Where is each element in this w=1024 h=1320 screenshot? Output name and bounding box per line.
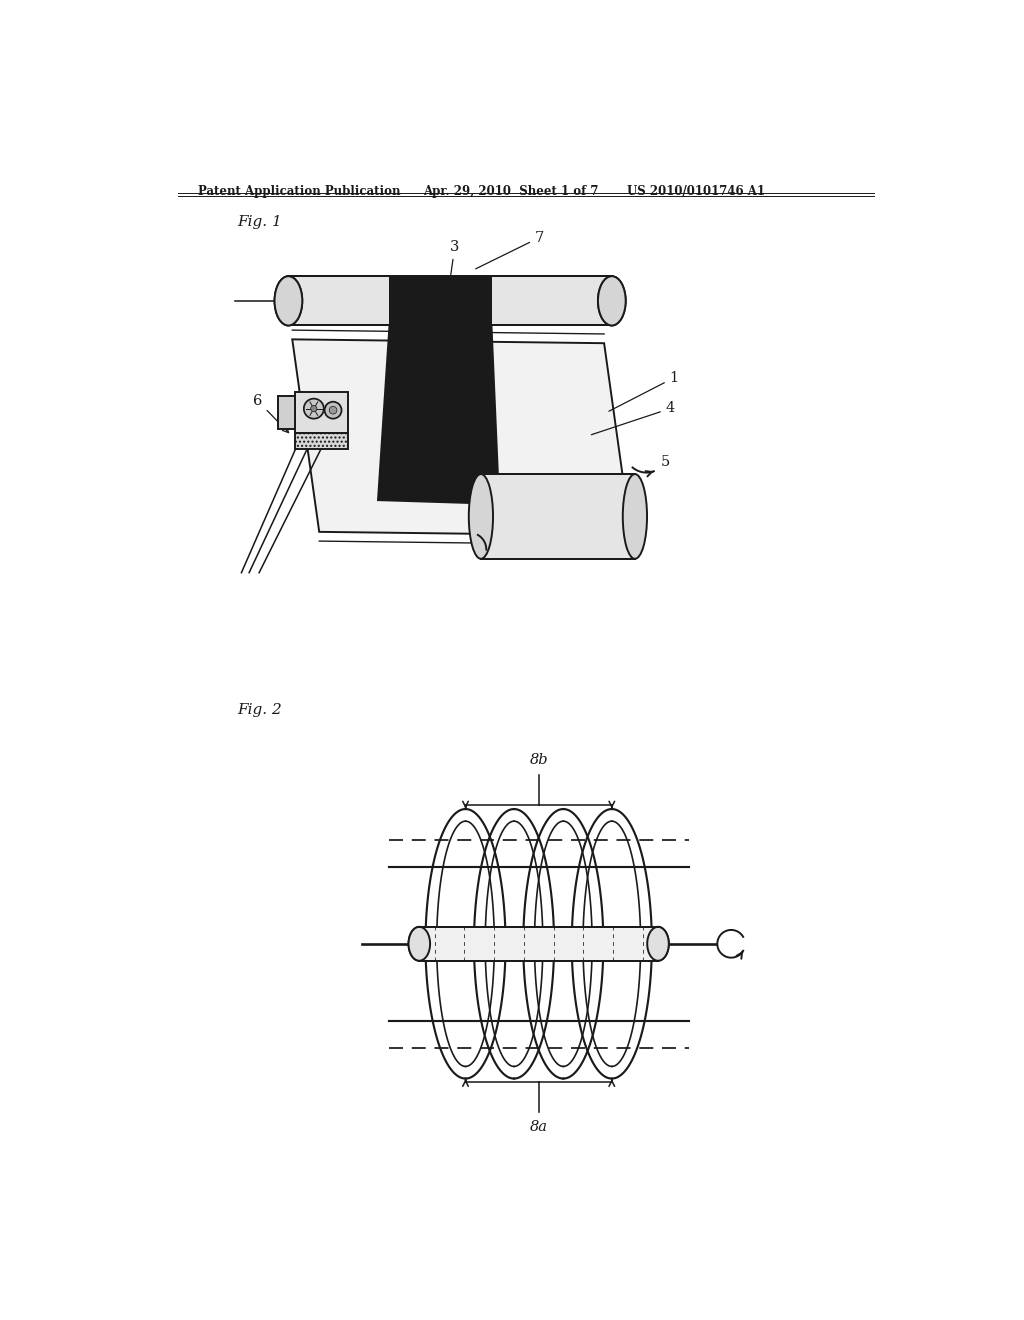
Ellipse shape xyxy=(647,927,669,961)
Text: Fig. 2: Fig. 2 xyxy=(237,702,282,717)
Ellipse shape xyxy=(274,276,302,326)
Ellipse shape xyxy=(469,474,493,558)
Ellipse shape xyxy=(598,276,626,326)
Ellipse shape xyxy=(409,927,430,961)
Text: 8b: 8b xyxy=(529,754,548,767)
Ellipse shape xyxy=(598,276,626,326)
Polygon shape xyxy=(292,339,631,536)
Polygon shape xyxy=(377,326,500,506)
Circle shape xyxy=(304,399,324,418)
Text: Fig. 1: Fig. 1 xyxy=(237,215,282,228)
Ellipse shape xyxy=(274,276,302,326)
Circle shape xyxy=(330,407,337,414)
Ellipse shape xyxy=(623,474,647,558)
Text: 2: 2 xyxy=(618,548,628,562)
Polygon shape xyxy=(419,927,658,961)
Text: 4: 4 xyxy=(591,401,675,434)
Polygon shape xyxy=(295,433,348,449)
Ellipse shape xyxy=(409,927,430,961)
Text: Apr. 29, 2010  Sheet 1 of 7: Apr. 29, 2010 Sheet 1 of 7 xyxy=(423,185,599,198)
Polygon shape xyxy=(279,396,295,429)
Polygon shape xyxy=(419,927,658,961)
Text: 5: 5 xyxy=(662,455,671,470)
Text: Patent Application Publication: Patent Application Publication xyxy=(199,185,400,198)
Circle shape xyxy=(310,405,316,412)
Text: 6: 6 xyxy=(253,393,289,433)
Text: 7: 7 xyxy=(476,231,544,269)
Text: 3: 3 xyxy=(451,240,460,276)
Polygon shape xyxy=(481,474,635,558)
Circle shape xyxy=(325,401,342,418)
FancyBboxPatch shape xyxy=(295,392,348,433)
Text: 8a: 8a xyxy=(529,1121,548,1134)
Text: 1: 1 xyxy=(609,371,679,412)
Text: US 2010/0101746 A1: US 2010/0101746 A1 xyxy=(628,185,765,198)
Polygon shape xyxy=(388,276,493,326)
Ellipse shape xyxy=(647,927,669,961)
Polygon shape xyxy=(289,276,611,326)
